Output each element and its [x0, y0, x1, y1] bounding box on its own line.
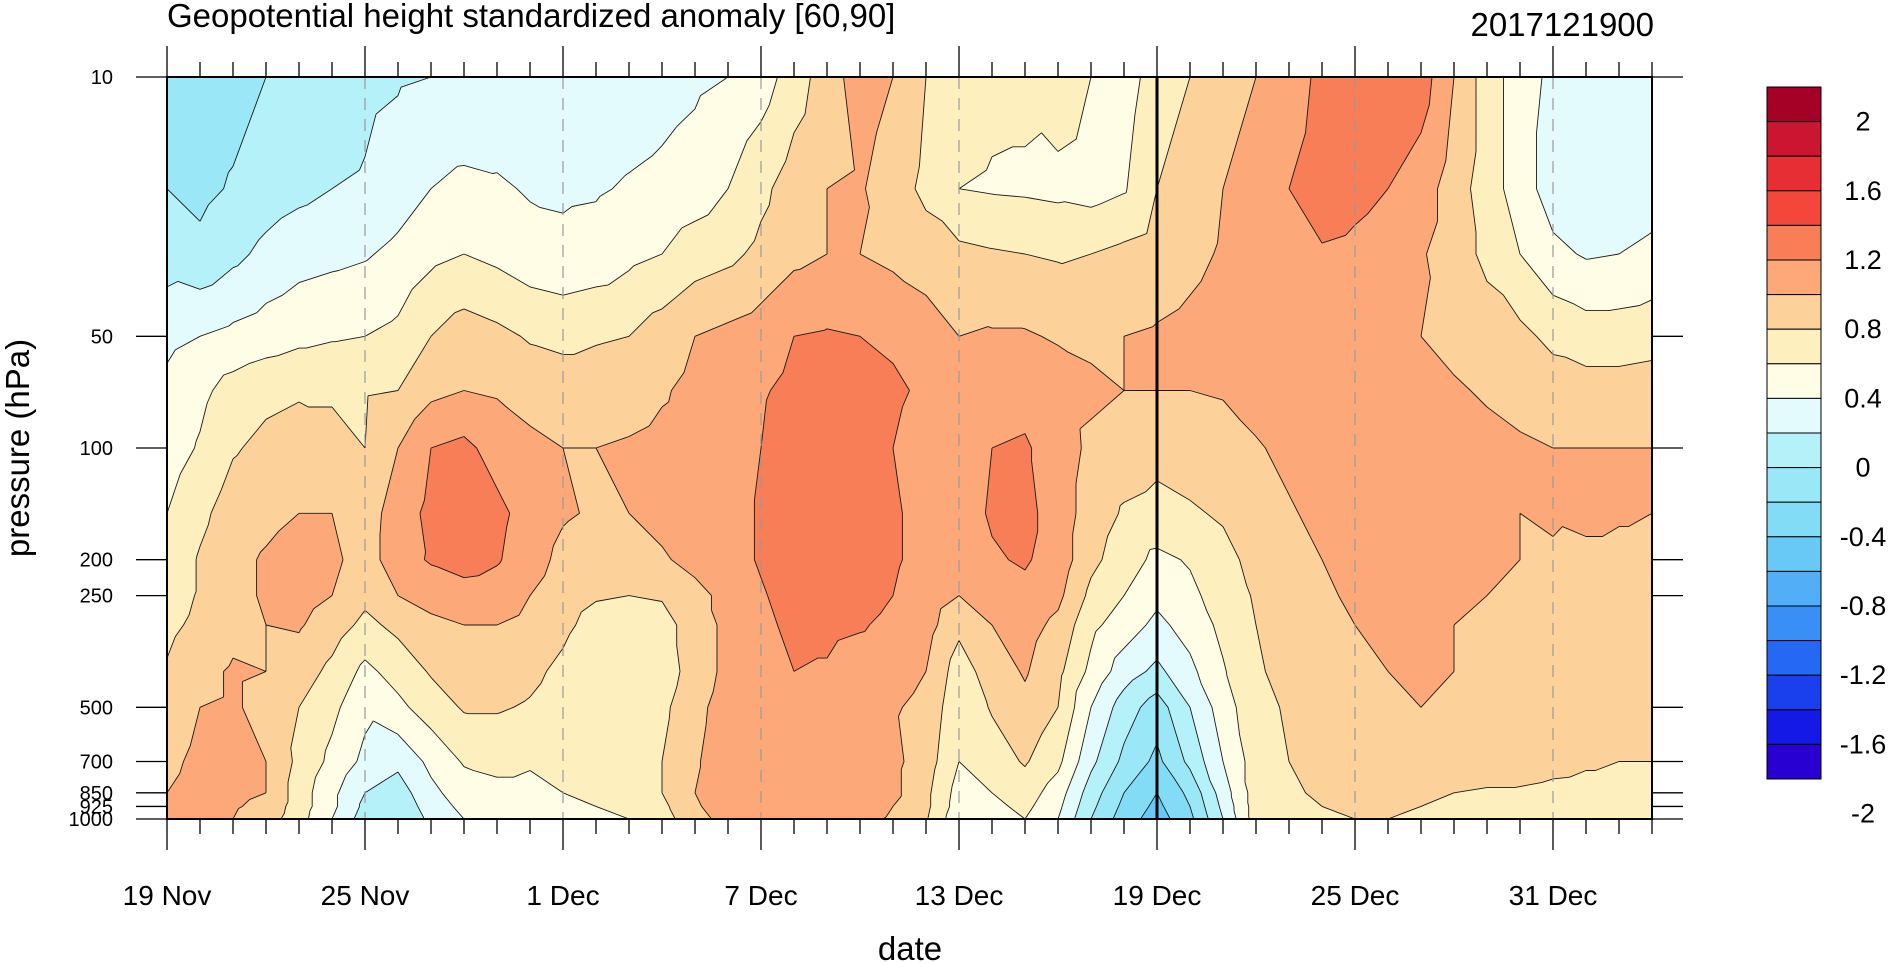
x-tick-label-7: 31 Dec — [1509, 880, 1598, 911]
x-tick-label-5: 19 Dec — [1113, 880, 1202, 911]
x-tick-label-6: 25 Dec — [1311, 880, 1400, 911]
contour-fills — [167, 77, 1652, 819]
contour-lines — [167, 77, 1652, 819]
colorbar-swatch-0 — [1766, 86, 1822, 123]
colorbar-swatch-8 — [1766, 363, 1822, 399]
colorbar-label-6: -0.4 — [1840, 522, 1887, 552]
colorbar-swatch-7 — [1766, 328, 1822, 365]
y-tick-label-3: 200 — [80, 550, 113, 572]
plot-frame — [166, 76, 1653, 820]
x-tick-label-1: 25 Nov — [321, 880, 410, 911]
colorbar-swatch-19 — [1766, 743, 1822, 780]
contour-line-9 — [167, 77, 1209, 819]
contour-line-12 — [167, 77, 1652, 819]
colorbar-swatch-18 — [1766, 709, 1822, 745]
colorbar-swatch-2 — [1766, 155, 1822, 192]
x-tick-label-2: 1 Dec — [526, 880, 599, 911]
colorbar-swatch-13 — [1766, 536, 1822, 572]
colorbar-label-0: 2 — [1855, 107, 1870, 137]
colorbar-label-9: -1.6 — [1840, 729, 1887, 759]
colorbar-label-8: -1.2 — [1840, 660, 1887, 690]
colorbar: 2 1.6 1.2 0.8 0.4 0 -0.4 -0.8 -1.2 -1.6 -2 — [1766, 86, 1887, 829]
y-tick-label-7: 850 — [80, 783, 113, 805]
y-tick-label-1: 50 — [91, 326, 113, 348]
chart-date-label: 2017121900 — [1470, 6, 1654, 43]
y-tick-label-4: 250 — [80, 586, 113, 608]
colorbar-label-3: 0.8 — [1844, 314, 1882, 344]
colorbar-swatch-4 — [1766, 224, 1822, 261]
colorbar-swatch-1 — [1766, 121, 1822, 157]
colorbar-swatch-10 — [1766, 432, 1822, 469]
contour-line-8 — [1112, 743, 1195, 819]
contour-line-11 — [167, 77, 1652, 819]
y-tick-label-5: 500 — [80, 697, 113, 719]
x-tick-labels: 19 Nov 25 Nov 1 Dec 7 Dec 13 Dec 19 Dec 25 Dec… — [123, 880, 1598, 911]
colorbar-label-5: 0 — [1855, 453, 1870, 483]
colorbar-swatch-9 — [1766, 397, 1822, 434]
y-axis-label: pressure (hPa) — [0, 339, 36, 557]
colorbar-label-4: 0.4 — [1844, 383, 1882, 413]
x-tick-label-3: 7 Dec — [724, 880, 797, 911]
colorbar-swatch-3 — [1766, 190, 1822, 226]
chart-title: Geopotential height standardized anomaly… — [167, 0, 895, 34]
x-tick-label-4: 13 Dec — [915, 880, 1004, 911]
contour-line-15 — [419, 77, 1433, 672]
contour-line-10 — [167, 77, 1224, 819]
colorbar-label-7: -0.8 — [1840, 591, 1887, 621]
colorbar-swatch-6 — [1766, 294, 1822, 330]
contour-line-7 — [1140, 792, 1171, 819]
colorbar-swatch-12 — [1766, 501, 1822, 538]
colorbar-swatch-16 — [1766, 640, 1822, 676]
y-tick-label-9: 1000 — [69, 809, 114, 831]
x-tick-label-0: 19 Nov — [123, 880, 212, 911]
contour-line-13 — [167, 77, 1652, 819]
x-axis-label: date — [878, 930, 942, 963]
colorbar-label-10: -2 — [1851, 799, 1875, 829]
colorbar-swatch-17 — [1766, 674, 1822, 711]
colorbar-swatch-14 — [1766, 570, 1822, 607]
axis-ticks — [136, 46, 1683, 850]
y-tick-label-8: 925 — [80, 796, 113, 818]
colorbar-label-1: 1.6 — [1844, 176, 1882, 206]
contour-line-14 — [167, 77, 1652, 819]
colorbar-label-2: 1.2 — [1844, 245, 1882, 275]
y-tick-label-6: 700 — [80, 752, 113, 774]
y-tick-label-2: 100 — [80, 438, 113, 460]
colorbar-swatch-11 — [1766, 467, 1822, 503]
colorbar-swatch-5 — [1766, 259, 1822, 296]
colorbar-swatch-15 — [1766, 605, 1822, 642]
y-tick-label-0: 10 — [91, 67, 113, 89]
